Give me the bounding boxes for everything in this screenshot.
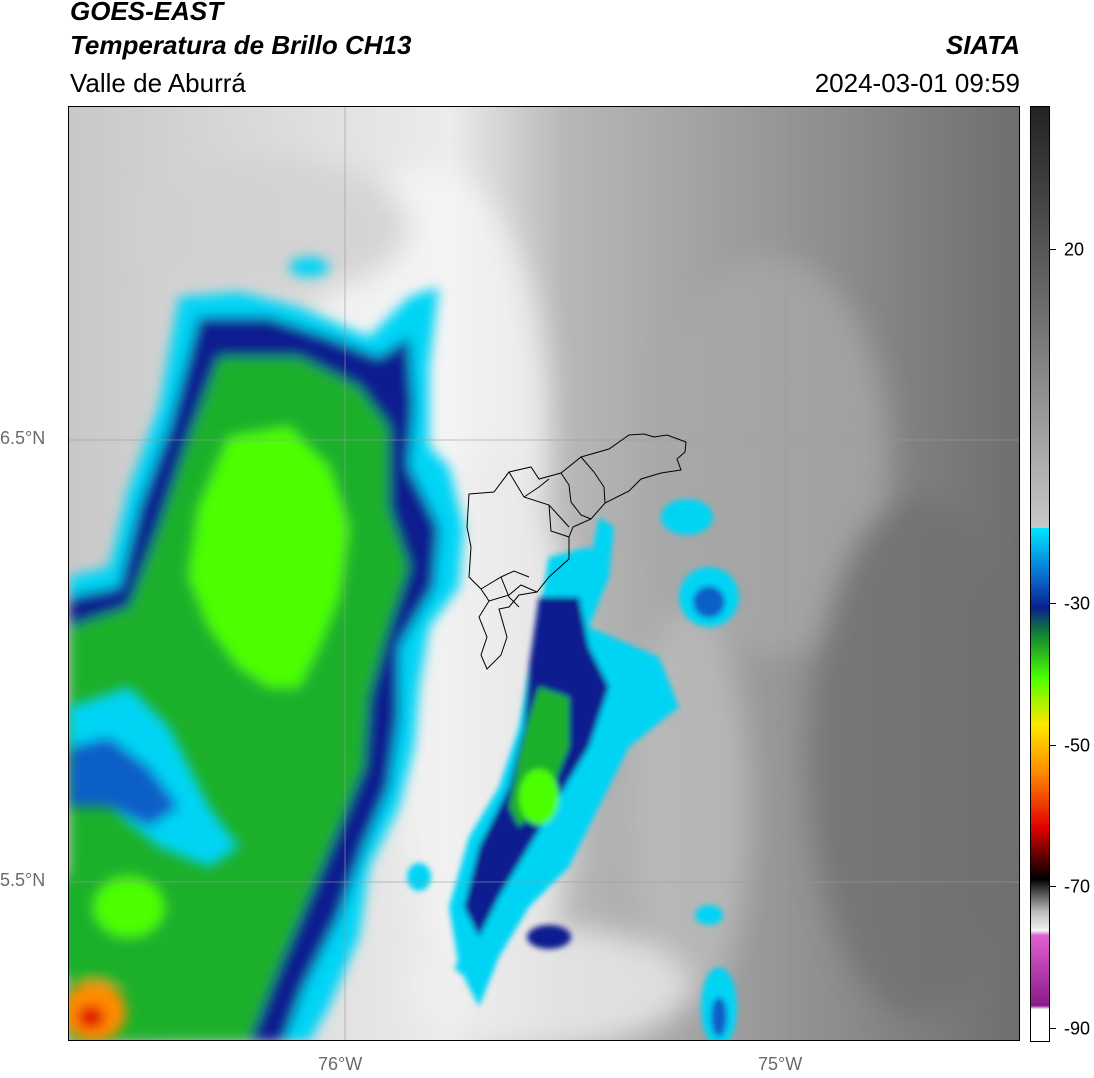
lat-label-6-5: 6.5°N [0, 428, 46, 448]
colorbar-tick-minus50: -50 [1064, 735, 1091, 756]
colorbar-tick-mark [1050, 603, 1056, 604]
satellite-title: GOES-EAST [70, 0, 224, 26]
map-panel [68, 106, 1020, 1041]
colorbar-tick-mark [1050, 745, 1056, 746]
colorbar-tick-minus70: -70 [1064, 876, 1091, 897]
colorbar-tick-mark [1050, 1028, 1056, 1029]
lon-label-76w: 76°W [318, 1054, 363, 1074]
agency-label: SIATA [945, 30, 1020, 60]
lon-label-75w: 75°W [758, 1054, 803, 1074]
region-subtitle: Valle de Aburrá [70, 68, 246, 98]
colorbar-tick-minus90: -90 [1064, 1018, 1091, 1039]
colorbar-gradient [1031, 107, 1049, 1041]
western-system-bands [69, 257, 329, 1040]
datetime-label: 2024-03-01 09:59 [814, 68, 1020, 98]
colorbar-tick-mark [1050, 886, 1056, 887]
colorbar-tick-minus30: -30 [1064, 593, 1091, 614]
graticule [69, 107, 1019, 1040]
lat-label-5-5: 5.5°N [0, 870, 46, 890]
colorbar [1030, 106, 1050, 1042]
colorbar-tick-mark [1050, 249, 1056, 250]
brightness-temperature-field [69, 107, 1019, 1040]
valle-de-aburra-boundaries [466, 433, 687, 670]
colorbar-tick-20: 20 [1064, 239, 1085, 260]
product-title: Temperatura de Brillo CH13 [70, 30, 412, 60]
western-convective-system [69, 287, 464, 1040]
eastern-convective-line [407, 499, 739, 1040]
